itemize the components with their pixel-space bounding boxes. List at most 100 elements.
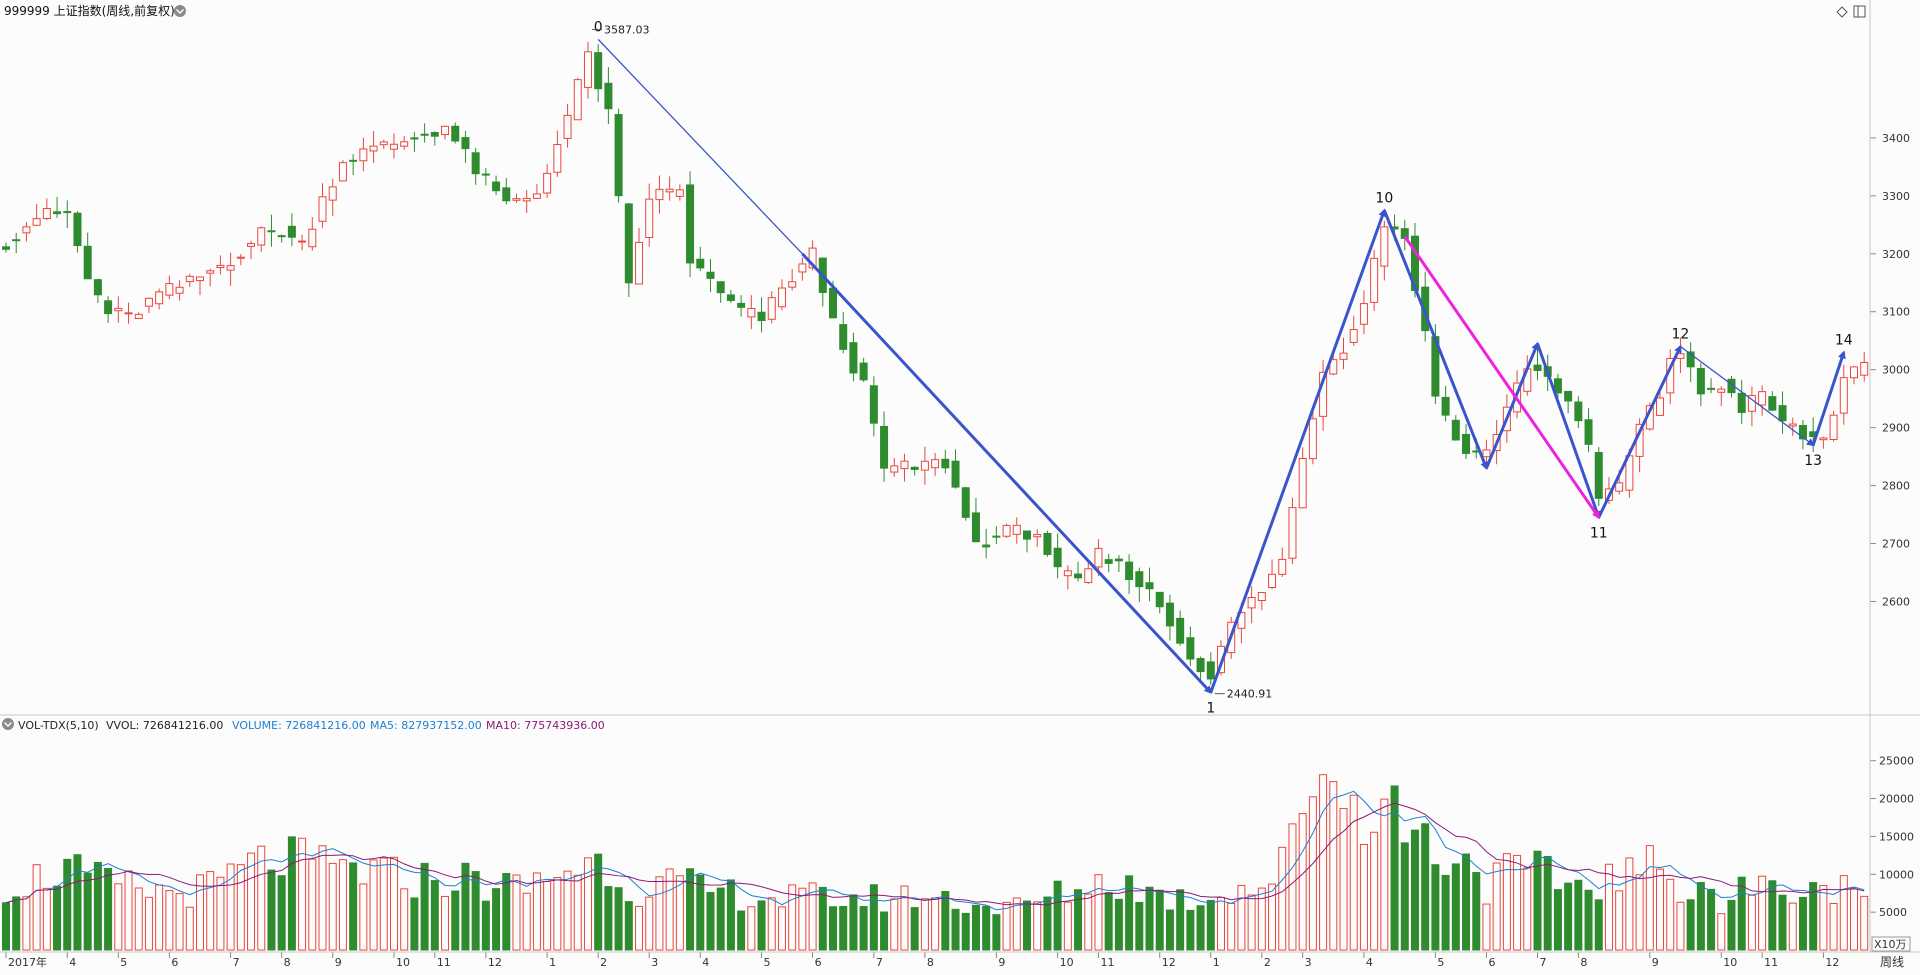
chart-title: 999999 上证指数(周线,前复权) xyxy=(4,3,175,18)
candle xyxy=(359,137,368,172)
candle xyxy=(308,217,317,251)
volume-bar xyxy=(1839,875,1848,951)
candle xyxy=(522,189,531,214)
candle xyxy=(706,258,715,293)
volume-bar xyxy=(1850,887,1859,951)
candle xyxy=(1247,586,1256,624)
volume-bar xyxy=(1247,894,1256,951)
time-axis-tick-label: 2017年 xyxy=(8,955,47,969)
volume-bar xyxy=(635,905,644,951)
volume-bar xyxy=(1063,901,1072,951)
price-axis-tick-label: 2800 xyxy=(1882,480,1910,493)
candle xyxy=(277,234,286,243)
volume-bar xyxy=(267,869,276,951)
candle xyxy=(1380,220,1389,281)
candle xyxy=(492,175,501,196)
candle xyxy=(1114,554,1123,573)
volume-bar xyxy=(1482,903,1491,951)
period-label[interactable]: 周线 xyxy=(1880,955,1904,969)
time-axis-tick-label: 1 xyxy=(1213,956,1220,969)
volume-axis-tick-label: 25000 xyxy=(1879,755,1914,768)
volume-bar xyxy=(389,856,398,951)
candle xyxy=(624,203,633,297)
candle xyxy=(1839,364,1848,425)
candle xyxy=(267,214,276,247)
volume-bar xyxy=(175,893,184,951)
volume-bar xyxy=(1819,885,1828,951)
candle xyxy=(1278,547,1287,577)
candle xyxy=(1696,363,1705,407)
candle xyxy=(1451,415,1460,441)
volume-bar xyxy=(1472,872,1481,951)
candle xyxy=(931,452,940,476)
volume-bar xyxy=(1604,863,1613,951)
wave-point-label: 11 xyxy=(1590,525,1608,541)
time-axis-tick-label: 10 xyxy=(396,956,410,969)
candle xyxy=(155,288,164,310)
candle xyxy=(1819,436,1828,449)
volume-bar xyxy=(1033,901,1042,951)
candle xyxy=(686,171,695,278)
time-axis-tick-label: 10 xyxy=(1723,956,1737,969)
candle xyxy=(1135,567,1144,603)
volume-bar xyxy=(583,857,592,951)
candle xyxy=(1023,530,1031,553)
time-axis-tick-label: 8 xyxy=(284,956,291,969)
candle xyxy=(42,198,51,221)
candle xyxy=(757,297,766,333)
candle xyxy=(1707,378,1716,394)
volume-bar xyxy=(655,876,664,951)
candle xyxy=(63,200,72,229)
volume-bar xyxy=(1778,894,1787,951)
candle xyxy=(144,297,153,313)
candle xyxy=(961,486,970,521)
volume-bar xyxy=(900,885,909,951)
title-dropdown-icon[interactable] xyxy=(174,5,186,17)
volume-bar xyxy=(1125,875,1134,951)
volume-bar xyxy=(451,890,460,951)
candle xyxy=(236,254,245,266)
diamond-icon[interactable] xyxy=(1836,6,1848,18)
candle xyxy=(1359,290,1368,335)
candle xyxy=(982,528,991,559)
volume-bar xyxy=(1308,796,1317,951)
volume-bar xyxy=(706,891,715,951)
volume-bar xyxy=(1410,829,1419,951)
wave-line xyxy=(801,252,1213,694)
volume-bar xyxy=(1012,897,1021,951)
candle xyxy=(716,281,725,303)
window-toggle-icon[interactable] xyxy=(1853,5,1866,18)
price-axis-tick-label: 2900 xyxy=(1882,422,1910,435)
volume-bar xyxy=(236,864,245,951)
volume-bar xyxy=(818,886,827,951)
volume-bar xyxy=(1298,813,1307,951)
candle xyxy=(798,257,807,281)
candle xyxy=(1165,594,1174,641)
candle xyxy=(430,131,439,146)
volume-bar xyxy=(1656,868,1665,951)
volume-bar xyxy=(1359,843,1368,951)
time-axis-tick-label: 5 xyxy=(120,956,127,969)
candle xyxy=(389,133,398,159)
candle xyxy=(1370,249,1379,312)
time-axis-tick-label: 2 xyxy=(600,956,607,969)
candle xyxy=(1564,390,1573,414)
ma5-readout: MA5: 827937152.00 xyxy=(370,719,482,732)
volume-bar xyxy=(665,868,674,951)
wave-point-label: 1 xyxy=(1206,700,1215,716)
wave-point-label: 0 xyxy=(594,19,603,35)
volume-bar xyxy=(1615,890,1624,951)
volume-bar xyxy=(1645,845,1654,951)
volume-layer xyxy=(2,774,1869,951)
volume-bar xyxy=(2,902,10,951)
volume-bar xyxy=(461,862,470,951)
volume-bar xyxy=(859,906,868,951)
volume-bar xyxy=(1727,899,1736,951)
candle xyxy=(73,211,82,253)
candle xyxy=(216,255,225,275)
volume-bar xyxy=(1523,867,1532,951)
volume-bar xyxy=(471,871,480,951)
volume-dropdown-icon[interactable] xyxy=(2,718,14,730)
volume-bar xyxy=(971,904,980,951)
volume-bar xyxy=(1421,823,1430,951)
